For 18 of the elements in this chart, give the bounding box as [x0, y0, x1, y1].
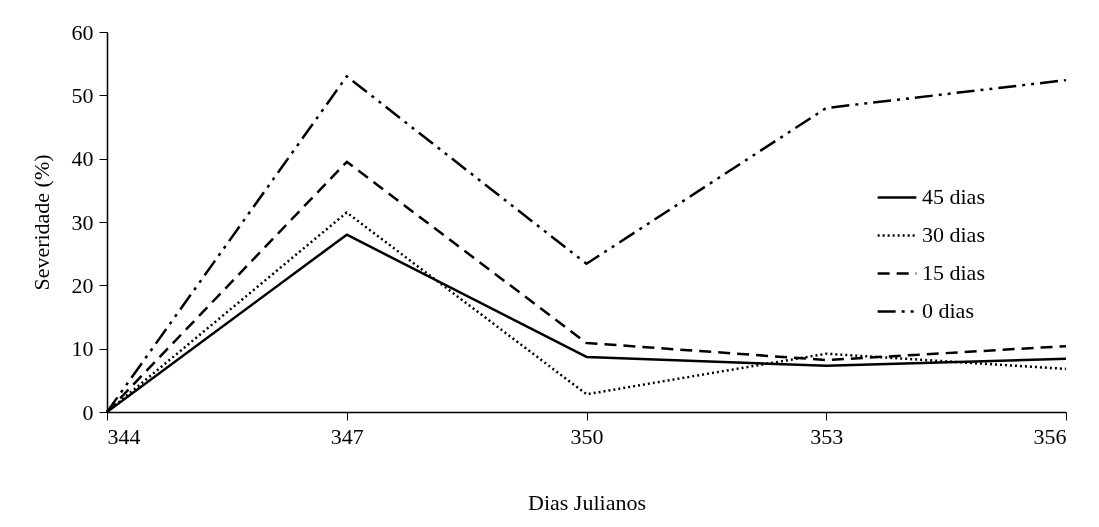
y-tick-label: 0: [82, 399, 94, 425]
y-tick-label: 60: [71, 19, 94, 45]
x-tick-label: 347: [330, 423, 364, 449]
legend-label: 0 dias: [922, 298, 974, 324]
y-tick-label: 50: [71, 82, 94, 108]
x-tick-label: 350: [570, 423, 604, 449]
legend-label: 15 dias: [922, 260, 985, 286]
x-tick-label: 356: [1033, 423, 1067, 449]
y-axis-title: Severidade (%): [28, 154, 54, 291]
legend-label: 45 dias: [922, 184, 985, 210]
y-tick-label: 30: [71, 209, 94, 235]
y-tick-label: 40: [71, 146, 94, 172]
x-tick-label: 353: [810, 423, 844, 449]
x-tick-label: 344: [107, 423, 141, 449]
x-axis-title: Dias Julianos: [528, 489, 646, 515]
legend-label: 30 dias: [922, 222, 985, 248]
y-tick-label: 20: [71, 272, 94, 298]
y-tick-label: 10: [71, 336, 94, 362]
